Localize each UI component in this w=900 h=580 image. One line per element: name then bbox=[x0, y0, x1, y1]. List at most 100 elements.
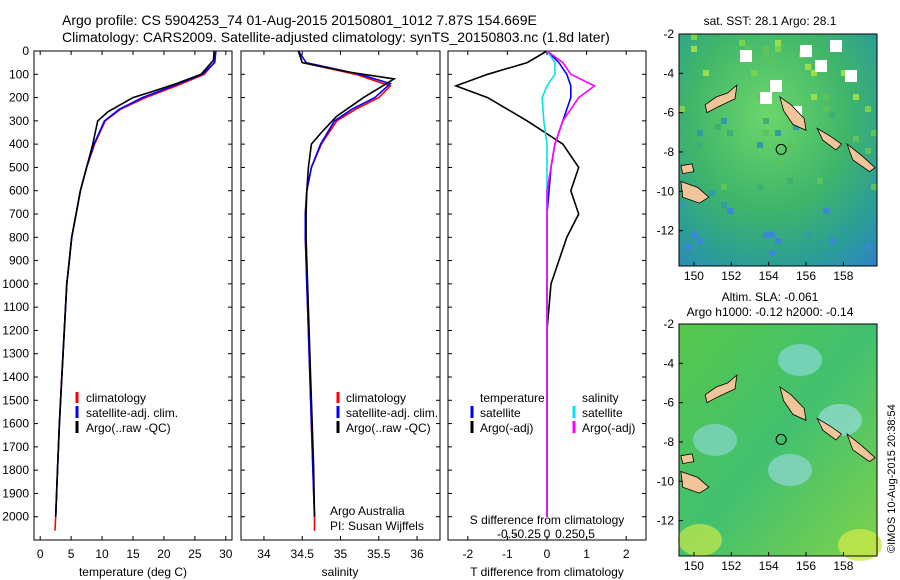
depth-tick-label: 500 bbox=[9, 160, 29, 174]
map-x-tick-label: 156 bbox=[796, 559, 816, 573]
sst-pixel bbox=[769, 232, 775, 238]
sst-pixel bbox=[841, 226, 847, 232]
series-line-argo-adj--temperature bbox=[453, 50, 580, 517]
land-polygon bbox=[680, 180, 710, 204]
sst-pixel bbox=[745, 46, 751, 52]
x-tick-label: 30 bbox=[219, 547, 233, 561]
sst-pixel bbox=[811, 70, 817, 76]
x-tick-label: 0 bbox=[544, 547, 551, 561]
sst-pixel bbox=[775, 46, 781, 52]
x-tick-label: 15 bbox=[126, 547, 140, 561]
sst-pixel bbox=[775, 40, 781, 46]
x-tick-label: 35.5 bbox=[367, 547, 391, 561]
land-polygon bbox=[680, 470, 710, 494]
x-tick-label: 34.5 bbox=[291, 547, 315, 561]
sla-land bbox=[680, 374, 876, 494]
header-line-2: Climatology: CARS2009. Satellite-adjuste… bbox=[62, 29, 610, 45]
sst-missing-cell bbox=[770, 80, 782, 92]
x-tick-label: 1 bbox=[583, 547, 590, 561]
sst-pixel bbox=[679, 106, 685, 112]
depth-tick-label: 200 bbox=[9, 91, 29, 105]
sst-pixel bbox=[763, 130, 769, 136]
x-tick-label: 35 bbox=[334, 547, 348, 561]
sst-pixel bbox=[763, 118, 769, 124]
legend-sal-satellite-label: satellite bbox=[582, 406, 623, 420]
imos-stamp: ©IMOS 10-Aug-2015 20:38:54 bbox=[886, 404, 898, 553]
sla-anomaly-blob bbox=[693, 424, 737, 456]
sst-missing-cell bbox=[830, 40, 842, 52]
sst-pixel bbox=[775, 130, 781, 136]
depth-tick-label: 1700 bbox=[2, 440, 29, 454]
argo-position-marker bbox=[775, 433, 787, 445]
difference-legend: temperature satellite Argo(-adj) salinit… bbox=[470, 391, 635, 435]
sst-pixel bbox=[691, 244, 697, 250]
salinity-panel-frame bbox=[240, 50, 441, 541]
credit-line-2: PI: Susan Wijffels bbox=[330, 519, 424, 533]
sst-pixel bbox=[685, 118, 691, 124]
sst-missing-cell bbox=[845, 70, 857, 82]
sst-pixel bbox=[871, 178, 877, 184]
sst-pixel bbox=[823, 106, 829, 112]
temperature-panel-frame bbox=[33, 50, 233, 541]
salinity-xlabel: salinity bbox=[322, 565, 359, 579]
series-line-argo-raw-qc- bbox=[54, 50, 215, 517]
s-tick-label: -0.25 bbox=[514, 527, 542, 541]
depth-tick-label: 800 bbox=[9, 230, 29, 244]
x-tick-label: 5 bbox=[68, 547, 75, 561]
legend-temp-satellite-label: satellite bbox=[480, 406, 521, 420]
land-polygon bbox=[846, 432, 876, 463]
depth-tick-label: 1800 bbox=[2, 463, 29, 477]
depth-tick-label: 1900 bbox=[2, 486, 29, 500]
sst-pixel bbox=[811, 94, 817, 100]
sst-map-title: sat. SST: 28.1 Argo: 28.1 bbox=[704, 14, 837, 28]
sst-missing-cell bbox=[740, 50, 752, 62]
series-line-climatology bbox=[54, 50, 216, 531]
legend-sal-argo-label: Argo(-adj) bbox=[582, 421, 635, 435]
map-x-tick-label: 152 bbox=[721, 559, 741, 573]
depth-tick-label: 2000 bbox=[2, 510, 29, 524]
series-line-argo-raw-qc- bbox=[297, 50, 397, 517]
salinity-legend: climatology satellite-adj. clim. Argo(..… bbox=[336, 391, 438, 435]
x-tick-label: 25 bbox=[188, 547, 202, 561]
credit-line-1: Argo Australia bbox=[330, 504, 405, 518]
sst-pixel bbox=[775, 238, 781, 244]
sst-pixel bbox=[823, 208, 829, 214]
temperature-legend: climatology satellite-adj. clim. Argo(..… bbox=[75, 391, 178, 435]
sst-pixel bbox=[697, 238, 703, 244]
sst-pixel bbox=[829, 112, 835, 118]
map-x-tick-label: 150 bbox=[684, 269, 704, 283]
sst-pixel bbox=[757, 184, 763, 190]
land-polygon bbox=[680, 453, 695, 465]
sla-anomaly-blob bbox=[768, 454, 812, 486]
sst-pixel bbox=[871, 184, 877, 190]
land-polygon bbox=[816, 417, 843, 441]
s-tick-label: 0.25 bbox=[555, 527, 579, 541]
sst-pixel bbox=[763, 46, 769, 52]
sst-pixel bbox=[871, 130, 877, 136]
sst-pixel bbox=[775, 160, 781, 166]
depth-tick-label: 1500 bbox=[2, 393, 29, 407]
sst-missing-cell bbox=[760, 92, 772, 104]
sst-map-axes: 150 152 154 156 158 -2 -4 -6 -8 -10 -12 bbox=[657, 27, 854, 283]
argo-position-marker bbox=[775, 143, 787, 155]
sst-missing-cell bbox=[815, 60, 827, 72]
map-y-tick-label: -6 bbox=[663, 106, 674, 120]
depth-tick-label: 1200 bbox=[2, 323, 29, 337]
sst-pixel bbox=[853, 136, 859, 142]
difference-plot: -2 -1 0 1 2 -0.5-0.25 0 0.25 0.5 bbox=[453, 50, 630, 561]
depth-tick-label: 400 bbox=[9, 137, 29, 151]
x-tick-label: -1 bbox=[502, 547, 513, 561]
sst-pixel bbox=[721, 118, 727, 124]
map-x-tick-label: 154 bbox=[759, 269, 779, 283]
depth-tick-label: 1100 bbox=[3, 300, 29, 314]
x-tick-label: 20 bbox=[157, 547, 171, 561]
depth-tick-label: 1000 bbox=[2, 277, 29, 291]
sla-map bbox=[678, 323, 882, 561]
sst-pixel bbox=[709, 190, 715, 196]
t-difference-xlabel: T difference from climatology bbox=[470, 565, 624, 579]
sst-pixel bbox=[721, 184, 727, 190]
sla-map-axes: 150 152 154 156 158 -2 -4 -6 -8 -10 -12 bbox=[657, 317, 854, 573]
sst-pixel bbox=[691, 34, 697, 40]
land-polygon bbox=[816, 127, 843, 151]
x-tick-label: 2 bbox=[623, 547, 630, 561]
